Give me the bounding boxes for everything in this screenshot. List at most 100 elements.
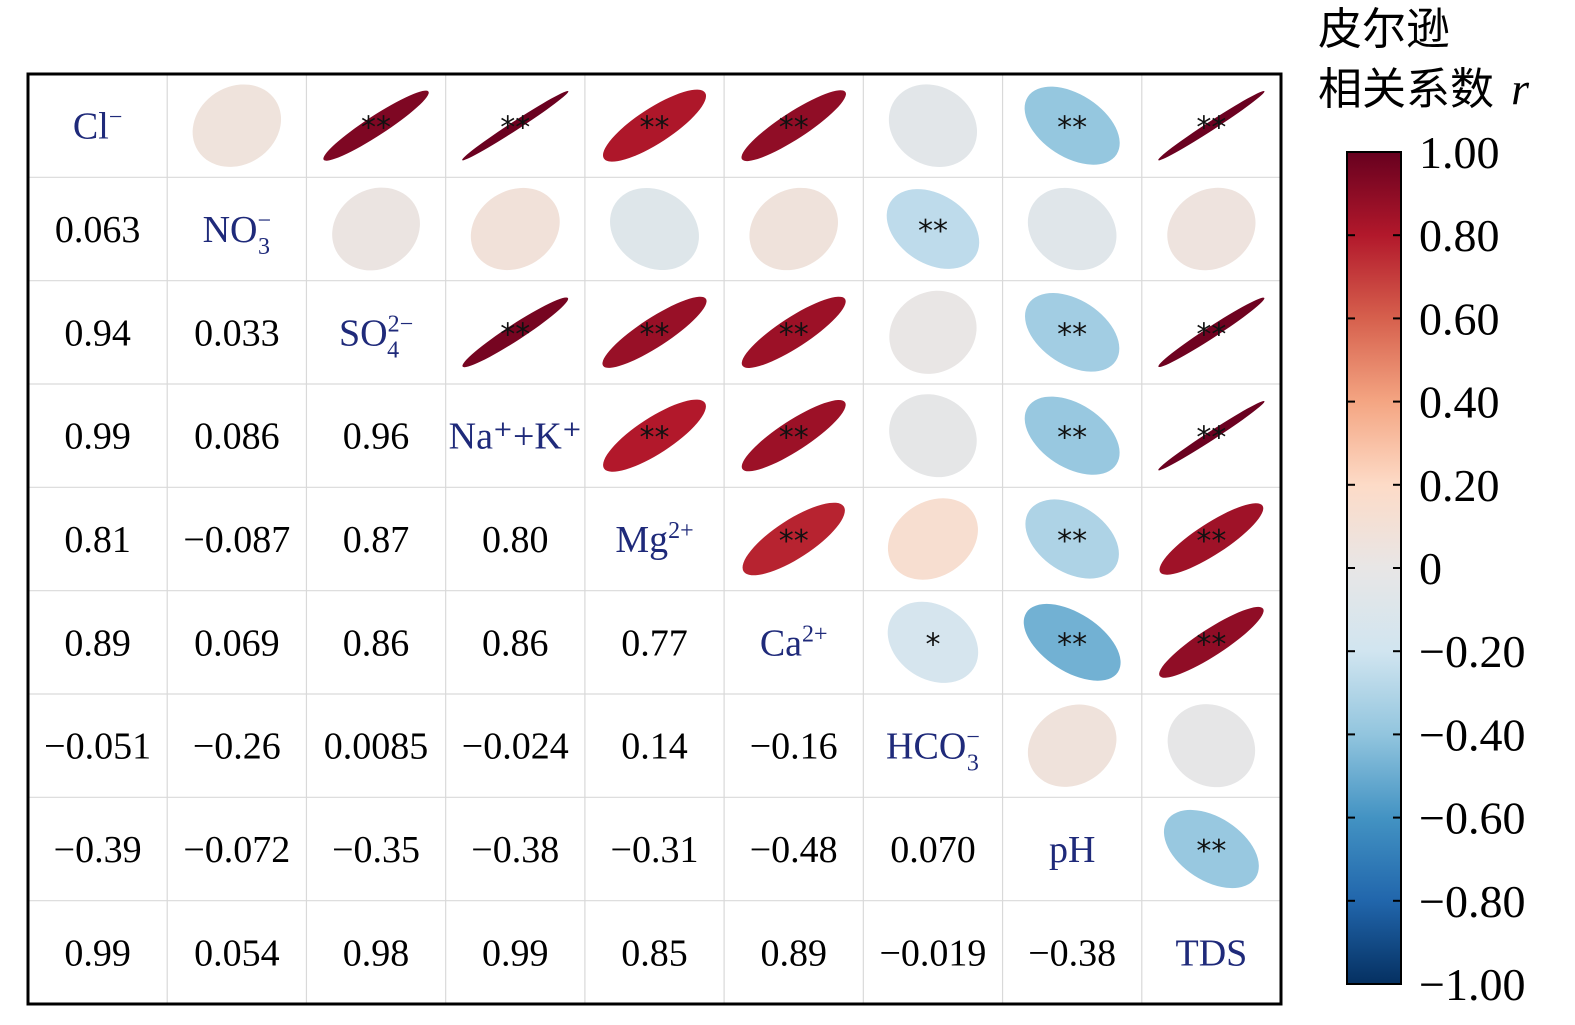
correlation-ellipse bbox=[610, 187, 699, 271]
colorbar-gradient bbox=[1346, 151, 1402, 985]
diagonal-label: NO− 3 bbox=[203, 208, 271, 260]
correlation-ellipse bbox=[1027, 704, 1117, 787]
colorbar: 皮尔逊 相关系数 r 1.00 0.80 0.60 0.40 0.20 0 −0.20 −0.… bbox=[1318, 4, 1530, 1010]
significance-marker: * bbox=[925, 627, 940, 662]
correlation-value: −0.087 bbox=[183, 519, 290, 561]
correlation-value: 0.94 bbox=[64, 312, 131, 354]
correlation-value: 0.89 bbox=[760, 932, 827, 974]
colorbar-tick-label: −0.40 bbox=[1419, 709, 1525, 760]
correlation-ellipse bbox=[1159, 606, 1264, 678]
correlation-value: 0.14 bbox=[621, 726, 688, 768]
correlation-ellipse bbox=[323, 90, 429, 161]
correlation-ellipse bbox=[1158, 90, 1265, 161]
correlation-ellipse bbox=[602, 296, 707, 368]
diagonal-label: Ca2+ bbox=[760, 621, 828, 664]
correlation-value: 0.070 bbox=[890, 829, 976, 871]
correlation-ellipse bbox=[1167, 704, 1256, 788]
significance-marker: ** bbox=[1057, 317, 1087, 352]
significance-marker: ** bbox=[779, 111, 809, 146]
correlation-ellipse bbox=[602, 89, 707, 162]
correlation-ellipse bbox=[1159, 503, 1264, 575]
significance-marker: ** bbox=[500, 317, 530, 352]
correlation-ellipse bbox=[603, 399, 706, 472]
colorbar-tick-label: 0 bbox=[1419, 543, 1442, 594]
correlation-ellipse bbox=[1024, 396, 1120, 475]
correlation-ellipse bbox=[1025, 293, 1120, 372]
correlation-ellipse bbox=[462, 90, 569, 161]
correlation-value: −0.38 bbox=[471, 829, 559, 871]
correlation-value: 0.98 bbox=[343, 932, 410, 974]
diagonal-label: Na⁺+K⁺ bbox=[449, 416, 582, 458]
correlation-ellipse bbox=[192, 84, 282, 167]
colorbar-title-text: 相关系数 bbox=[1318, 64, 1494, 115]
correlation-ellipse bbox=[1024, 86, 1120, 165]
correlation-value: 0.033 bbox=[194, 312, 280, 354]
correlation-value: 0.054 bbox=[194, 932, 280, 974]
correlation-value: 0.86 bbox=[482, 622, 549, 664]
significance-marker: ** bbox=[1057, 627, 1087, 662]
correlation-value: −0.16 bbox=[750, 726, 838, 768]
significance-marker: ** bbox=[779, 421, 809, 456]
correlation-ellipse bbox=[1163, 809, 1259, 889]
colorbar-tick-label: 0.60 bbox=[1419, 293, 1500, 344]
correlation-ellipse bbox=[1167, 187, 1256, 271]
significance-marker: ** bbox=[1057, 421, 1087, 456]
significance-marker: ** bbox=[1196, 317, 1226, 352]
grid-lines bbox=[28, 74, 1281, 1004]
colorbar-title-line2: 相关系数 r bbox=[1318, 63, 1530, 115]
correlation-value: 0.99 bbox=[482, 932, 549, 974]
diagonal-label: Mg2+ bbox=[615, 518, 693, 561]
correlation-ellipse bbox=[888, 84, 978, 167]
significance-marker: ** bbox=[640, 111, 670, 146]
correlation-value: 0.77 bbox=[621, 622, 688, 664]
correlation-value: 0.89 bbox=[64, 622, 131, 664]
colorbar-tick-label: −0.20 bbox=[1419, 626, 1525, 677]
significance-marker: ** bbox=[1057, 524, 1087, 559]
colorbar-tick-label: 0.80 bbox=[1419, 210, 1500, 261]
correlation-value: −0.26 bbox=[193, 726, 281, 768]
significance-marker: ** bbox=[918, 214, 948, 249]
matrix-frame bbox=[26, 72, 1283, 1006]
correlation-ellipse bbox=[749, 187, 838, 271]
diagonal-label: HCO− 3 bbox=[886, 725, 980, 777]
significance-marker: ** bbox=[1057, 111, 1087, 146]
colorbar-tick-label: 0.40 bbox=[1419, 377, 1500, 428]
correlation-value: −0.019 bbox=[879, 932, 986, 974]
significance-marker: ** bbox=[361, 111, 391, 146]
colorbar-tick-label: −1.00 bbox=[1419, 959, 1525, 1010]
significance-marker: ** bbox=[1196, 524, 1226, 559]
correlation-value: −0.48 bbox=[750, 829, 838, 871]
correlation-value: −0.31 bbox=[611, 829, 699, 871]
correlation-ellipse bbox=[1027, 187, 1117, 271]
correlation-ellipse bbox=[889, 394, 977, 478]
significance-marker: ** bbox=[1196, 111, 1226, 146]
correlation-value: −0.051 bbox=[44, 726, 151, 768]
significance-marker: ** bbox=[640, 317, 670, 352]
colorbar-ticks: 1.00 0.80 0.60 0.40 0.20 0 −0.20 −0.40 −0.60 −0.8… bbox=[1347, 127, 1525, 1010]
correlation-ellipse bbox=[332, 187, 420, 271]
correlation-value: 0.81 bbox=[64, 519, 131, 561]
correlation-value: −0.072 bbox=[183, 829, 290, 871]
significance-marker: ** bbox=[500, 111, 530, 146]
correlation-ellipse bbox=[462, 297, 569, 368]
correlation-value: 0.85 bbox=[621, 932, 688, 974]
significance-marker: ** bbox=[779, 524, 809, 559]
colorbar-tick-label: −0.60 bbox=[1419, 793, 1525, 844]
correlation-ellipse bbox=[886, 189, 980, 269]
correlation-ellipse bbox=[742, 502, 845, 576]
colorbar-title-line1: 皮尔逊 bbox=[1318, 4, 1450, 55]
correlation-value: 0.86 bbox=[343, 622, 410, 664]
correlation-ellipse bbox=[887, 601, 979, 683]
correlation-value: 0.96 bbox=[343, 416, 410, 458]
diagonal-label: pH bbox=[1049, 829, 1095, 871]
correlation-ellipse bbox=[741, 90, 846, 162]
significance-marker: ** bbox=[1196, 421, 1226, 456]
significance-marker: ** bbox=[1196, 627, 1226, 662]
correlation-value: 0.0085 bbox=[324, 726, 429, 768]
correlation-value: −0.024 bbox=[462, 726, 569, 768]
correlation-ellipse bbox=[887, 498, 978, 580]
correlation-ellipse bbox=[470, 187, 560, 271]
correlation-value: 0.87 bbox=[343, 519, 410, 561]
significance-marker: ** bbox=[779, 317, 809, 352]
